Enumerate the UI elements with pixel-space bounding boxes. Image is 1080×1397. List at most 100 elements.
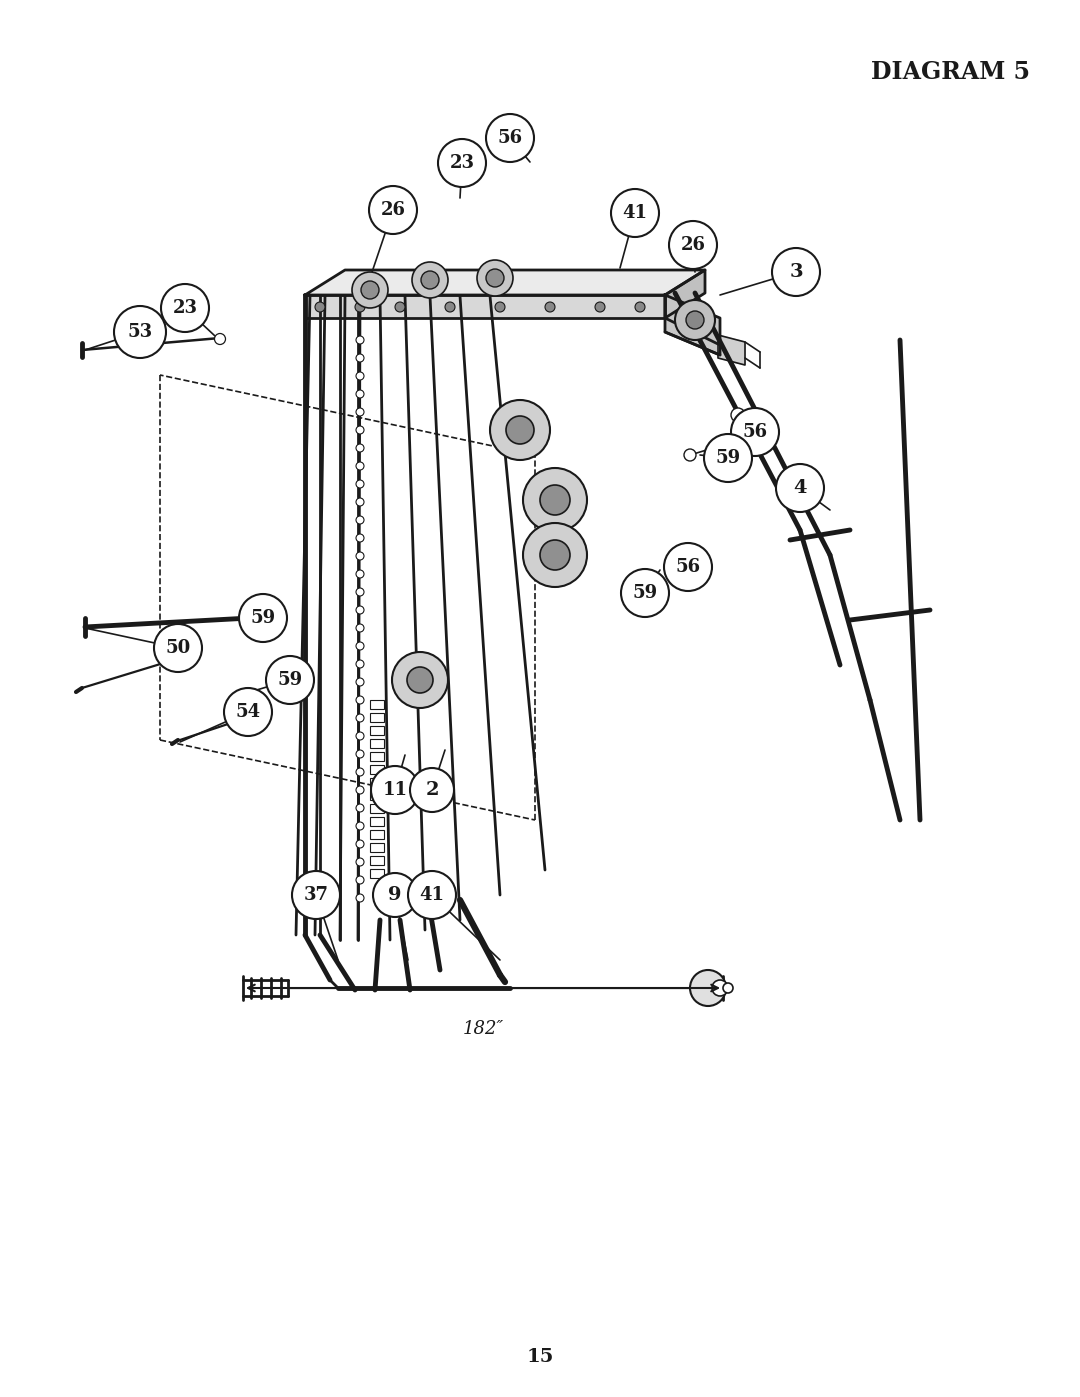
Text: 15: 15: [526, 1348, 554, 1366]
Circle shape: [361, 281, 379, 299]
Bar: [370, 856, 384, 865]
Bar: [370, 805, 384, 813]
Circle shape: [356, 821, 364, 830]
Bar: [370, 700, 384, 710]
Circle shape: [161, 284, 210, 332]
Circle shape: [356, 805, 364, 812]
Circle shape: [356, 696, 364, 704]
Bar: [370, 791, 384, 800]
Text: 41: 41: [622, 204, 648, 222]
Circle shape: [356, 606, 364, 615]
Circle shape: [356, 552, 364, 560]
Bar: [370, 739, 384, 747]
Bar: [370, 842, 384, 852]
Text: 182″: 182″: [462, 1020, 503, 1038]
Circle shape: [392, 652, 448, 708]
Circle shape: [675, 300, 715, 339]
Circle shape: [595, 302, 605, 312]
Text: 26: 26: [680, 236, 705, 254]
Text: 3: 3: [789, 263, 802, 281]
Circle shape: [355, 302, 365, 312]
Text: 2: 2: [426, 781, 438, 799]
Circle shape: [621, 569, 669, 617]
Text: 59: 59: [715, 448, 741, 467]
Circle shape: [486, 270, 504, 286]
Circle shape: [369, 186, 417, 235]
Circle shape: [215, 334, 226, 345]
Circle shape: [356, 678, 364, 686]
Circle shape: [239, 594, 287, 643]
Circle shape: [114, 306, 166, 358]
Text: 56: 56: [498, 129, 523, 147]
Circle shape: [684, 448, 696, 461]
Circle shape: [723, 983, 733, 993]
Circle shape: [545, 302, 555, 312]
Circle shape: [356, 858, 364, 866]
Polygon shape: [305, 295, 665, 319]
Circle shape: [372, 766, 419, 814]
Text: 59: 59: [251, 609, 275, 627]
Circle shape: [507, 416, 534, 444]
Circle shape: [777, 464, 824, 511]
Text: 23: 23: [449, 154, 474, 172]
Bar: [370, 869, 384, 877]
Circle shape: [540, 541, 570, 570]
Circle shape: [356, 444, 364, 453]
Text: 59: 59: [633, 584, 658, 602]
Circle shape: [356, 714, 364, 722]
Bar: [370, 778, 384, 787]
Circle shape: [731, 408, 779, 455]
Polygon shape: [665, 270, 705, 319]
Circle shape: [712, 981, 728, 996]
Circle shape: [692, 555, 704, 566]
Bar: [370, 726, 384, 735]
Bar: [370, 766, 384, 774]
Circle shape: [408, 870, 456, 919]
Circle shape: [235, 717, 245, 726]
Circle shape: [523, 522, 588, 587]
Circle shape: [244, 617, 256, 629]
Polygon shape: [665, 295, 720, 355]
Text: 26: 26: [380, 201, 405, 219]
Circle shape: [690, 970, 726, 1006]
Circle shape: [356, 894, 364, 902]
Circle shape: [407, 666, 433, 693]
Circle shape: [356, 515, 364, 524]
Polygon shape: [718, 335, 745, 365]
Circle shape: [540, 485, 570, 515]
Circle shape: [495, 302, 505, 312]
Circle shape: [704, 434, 752, 482]
Circle shape: [686, 312, 704, 330]
Text: 9: 9: [388, 886, 402, 904]
Circle shape: [356, 750, 364, 759]
Circle shape: [175, 655, 185, 665]
Circle shape: [438, 138, 486, 187]
Text: 4: 4: [793, 479, 807, 497]
Circle shape: [356, 390, 364, 398]
Circle shape: [266, 657, 314, 704]
Text: 50: 50: [165, 638, 191, 657]
Circle shape: [731, 408, 745, 422]
Circle shape: [445, 302, 455, 312]
Text: 37: 37: [303, 886, 328, 904]
Circle shape: [356, 353, 364, 362]
Circle shape: [356, 768, 364, 775]
Circle shape: [523, 468, 588, 532]
Circle shape: [669, 221, 717, 270]
Circle shape: [395, 302, 405, 312]
Circle shape: [477, 260, 513, 296]
Text: 23: 23: [173, 299, 198, 317]
Circle shape: [356, 497, 364, 506]
Text: 54: 54: [235, 703, 260, 721]
Circle shape: [356, 588, 364, 597]
Bar: [370, 752, 384, 761]
Circle shape: [356, 534, 364, 542]
Text: 41: 41: [419, 886, 445, 904]
Circle shape: [356, 337, 364, 344]
Circle shape: [411, 263, 448, 298]
Circle shape: [356, 659, 364, 668]
Circle shape: [611, 189, 659, 237]
Text: 56: 56: [742, 423, 768, 441]
Circle shape: [356, 876, 364, 884]
Circle shape: [356, 462, 364, 469]
